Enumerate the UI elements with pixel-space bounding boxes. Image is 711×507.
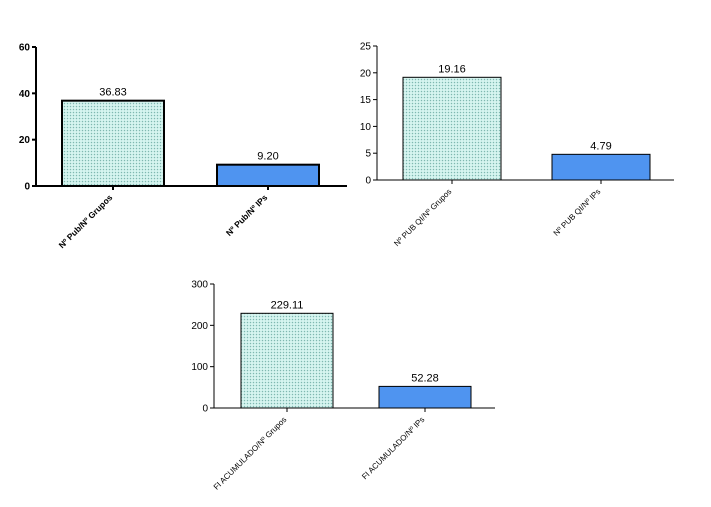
data-label: 19.16 [438, 63, 466, 75]
y-tick-label: 25 [360, 42, 372, 53]
category-label: Nº PUB QI/Nº IPs [552, 187, 603, 238]
data-label: 4.79 [590, 140, 611, 152]
y-tick-label: 20 [19, 135, 31, 146]
data-label: 229.11 [271, 299, 304, 311]
bar [378, 385, 472, 409]
chart-1: 0 20 40 60 36.83 Nº Pub/Nº Grupos 9.20 Nº Pub/N… [19, 43, 347, 250]
data-label: 9.20 [257, 151, 278, 163]
category-label: Nº PUB QI/Nº Grupos [392, 187, 453, 248]
y-tick-label: 60 [19, 43, 31, 54]
y-tick-label: 15 [360, 95, 372, 106]
y-tick-label: 200 [191, 321, 208, 332]
bar [216, 163, 320, 187]
y-tick-label: 10 [360, 122, 372, 133]
bar [240, 312, 334, 409]
data-label: 52.28 [411, 372, 439, 384]
category-label: FI ACUMULADO/Nº Grupos [212, 415, 289, 492]
y-tick-label: 0 [365, 176, 371, 187]
bar [61, 99, 165, 187]
y-tick-label: 40 [19, 89, 31, 100]
y-tick-label: 300 [191, 280, 208, 291]
bar [402, 76, 502, 181]
y-tick-label: 20 [360, 68, 372, 79]
category-label: Nº Pub/Nº IPs [224, 192, 270, 238]
category-label: FI ACUMULADO/Nº IPs [360, 415, 426, 481]
chart-3: 0 100 200 300 229.11 FI ACUMULADO/Nº Grupos 52… [191, 280, 495, 492]
y-tick-label: 0 [202, 404, 208, 415]
y-tick-label: 5 [365, 149, 371, 160]
bar [551, 153, 651, 181]
y-tick-label: 100 [191, 362, 208, 373]
category-label: Nº Pub/Nº Grupos [57, 192, 115, 250]
chart-2: 0 5 10 15 20 25 19.16 Nº PUB QI/Nº Grupos 4.79 Nº… [360, 42, 674, 248]
y-tick-label: 0 [24, 182, 30, 193]
data-label: 36.83 [99, 87, 127, 99]
